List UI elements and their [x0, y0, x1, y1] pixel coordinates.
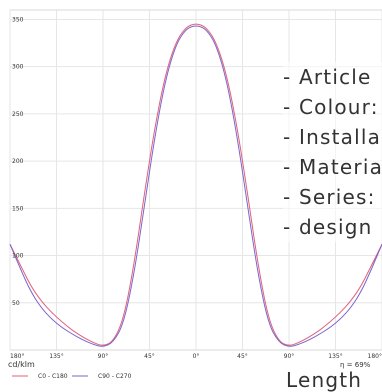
y-unit-label: cd/klm [8, 360, 35, 369]
legend: C0 - C180 C90 - C270 [12, 373, 132, 380]
list-item: - Materia [283, 152, 382, 182]
list-item: - Installa [283, 122, 382, 152]
x-tick-label: 135° [328, 353, 342, 360]
series-layer [9, 23, 382, 347]
x-tick-label: 0° [193, 353, 200, 360]
x-tick-label: 45° [237, 353, 248, 360]
product-info-list: - Article - Colour: - Installa - Materia… [283, 62, 382, 242]
y-tick-label: 300 [12, 64, 24, 71]
series-line [9, 23, 382, 346]
series-line [9, 25, 382, 347]
list-item: - Colour: [283, 92, 382, 122]
length-label: Length [286, 368, 363, 392]
y-tick-label: 250 [12, 111, 24, 118]
x-tick-label: 180° [10, 353, 24, 360]
x-tick-label: 135° [49, 353, 63, 360]
y-tick-label: 150 [12, 205, 24, 212]
list-item: - Series: [283, 182, 382, 212]
list-item: - Article [283, 62, 382, 92]
x-tick-label: 180° [368, 353, 382, 360]
efficiency-label: η = 69% [340, 361, 371, 369]
list-item: - design [283, 212, 382, 242]
x-tick-label: 45° [144, 353, 155, 360]
y-tick-label: 100 [12, 253, 24, 260]
x-tick-label: 90° [284, 353, 295, 360]
x-tick-label: 90° [98, 353, 109, 360]
legend-label: C90 - C270 [98, 373, 132, 380]
y-axis: 50 100 150 200 250 300 350 [12, 16, 24, 306]
legend-label: C0 - C180 [38, 373, 68, 380]
y-tick-label: 350 [12, 16, 24, 23]
y-tick-label: 50 [12, 300, 20, 307]
y-tick-label: 200 [12, 158, 24, 165]
x-axis: 180° 135° 90° 45° 0° 45° 90° 135° 180° [10, 353, 382, 360]
